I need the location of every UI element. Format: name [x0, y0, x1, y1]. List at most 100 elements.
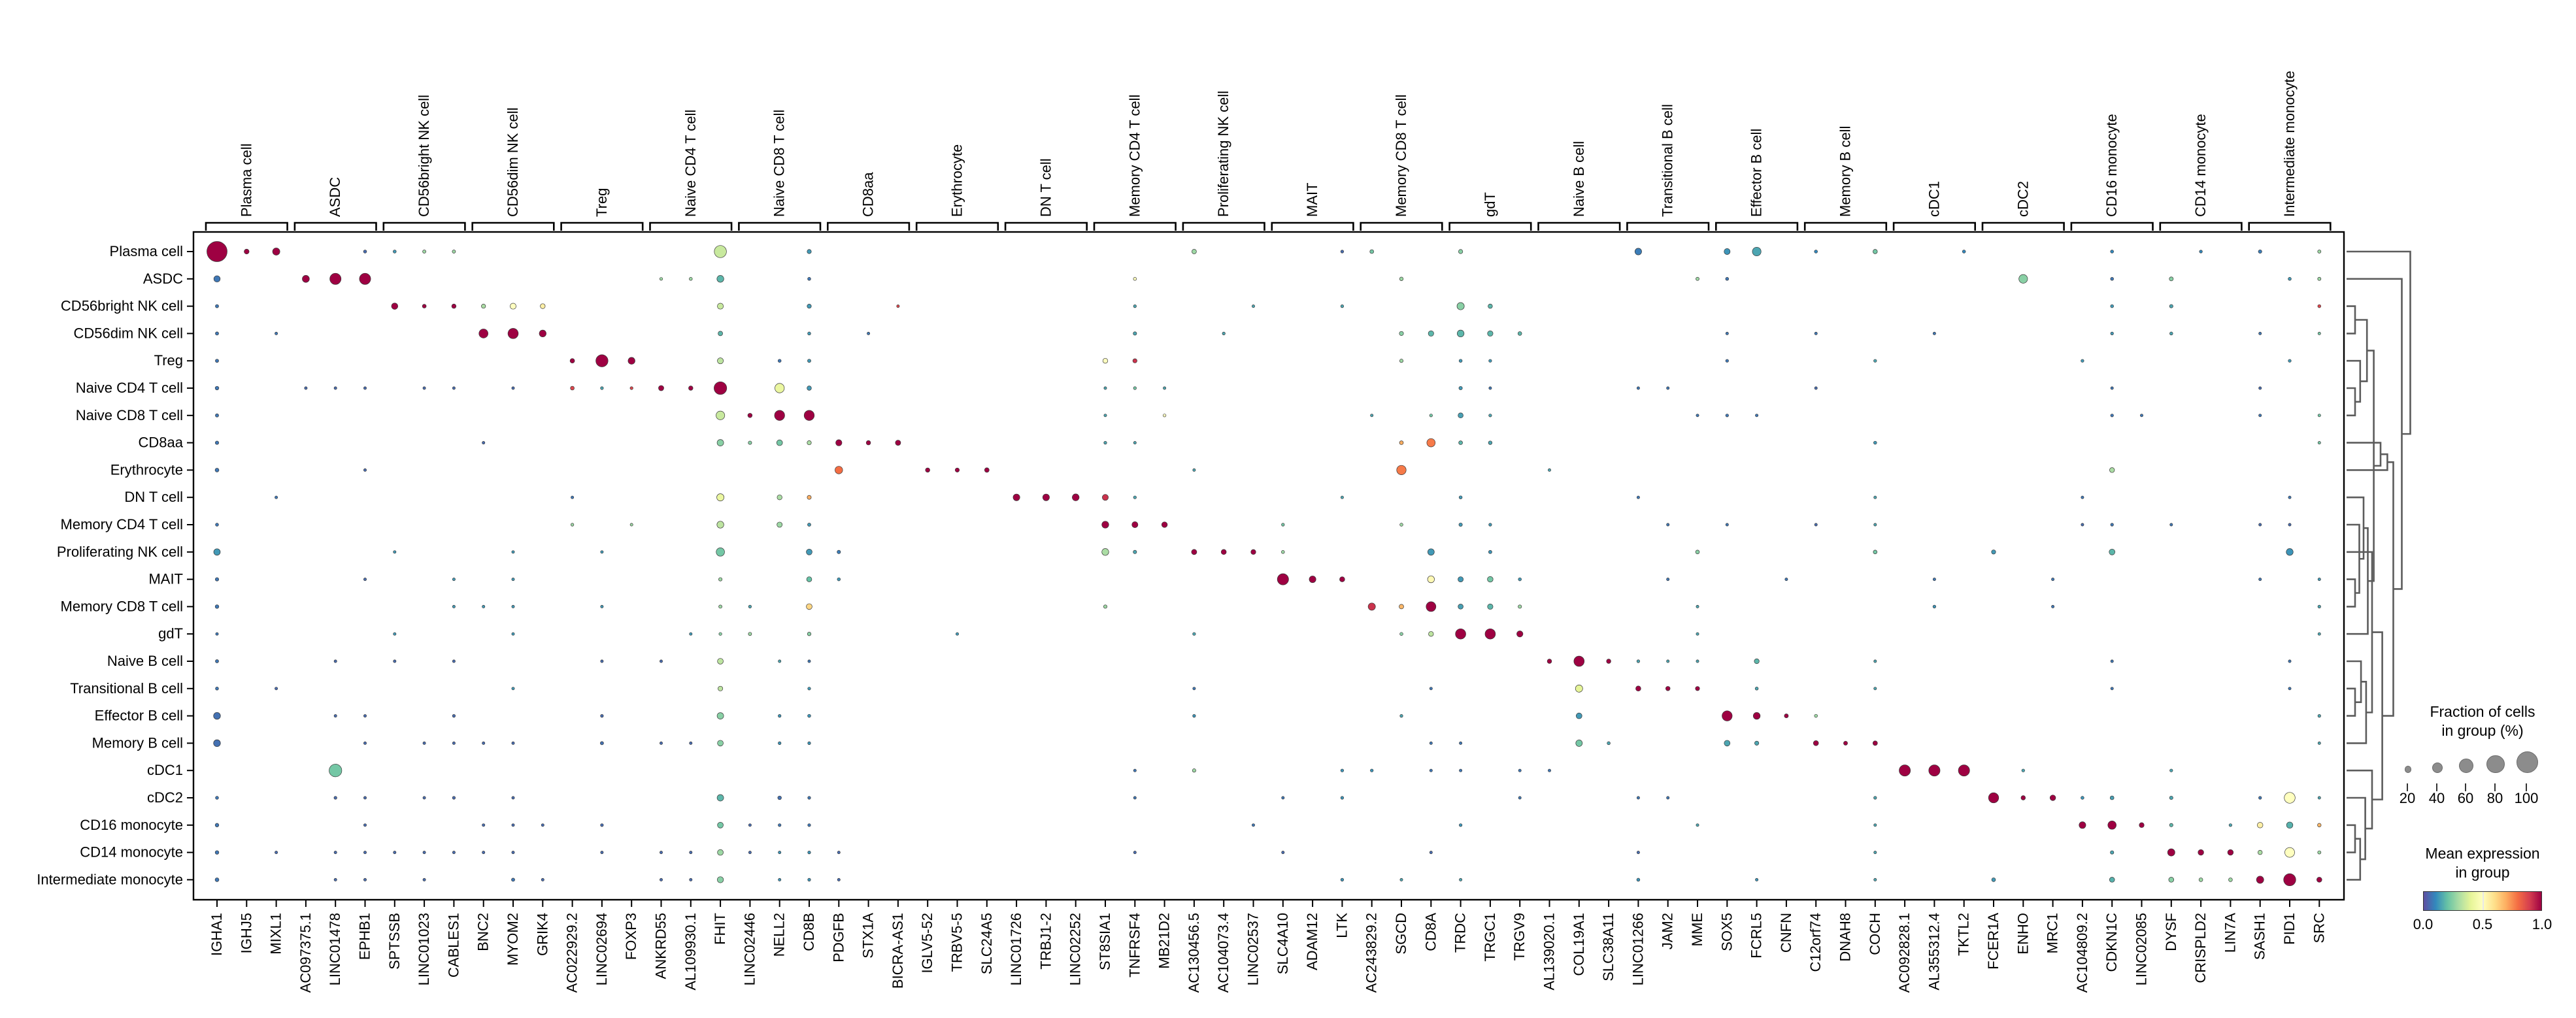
expression-dot [748, 632, 752, 636]
expression-dot [482, 604, 486, 608]
expression-dot [215, 331, 219, 336]
expression-dot [1636, 851, 1640, 855]
expression-dot [329, 272, 342, 285]
expression-dot [539, 329, 546, 338]
group-bracket [915, 222, 999, 231]
expression-dot [511, 604, 515, 608]
expression-dot [716, 410, 726, 420]
expression-dot [1696, 604, 1699, 608]
colorbar-tick-label: 1.0 [2532, 916, 2552, 932]
expression-dot [2081, 796, 2084, 800]
expression-dot [511, 796, 515, 800]
expression-dot [2110, 331, 2114, 336]
expression-dot [363, 741, 367, 745]
dendrogram-link [2347, 359, 2362, 403]
expression-dot [1873, 359, 1877, 363]
expression-dot [1250, 549, 1256, 555]
expression-dot [1488, 386, 1492, 390]
expression-dot [1277, 573, 1289, 585]
expression-dot [1192, 714, 1196, 718]
expression-dot [1163, 386, 1167, 390]
expression-dot [215, 632, 219, 636]
group-bracket [2070, 222, 2154, 231]
gene-label: SRC [2311, 913, 2327, 944]
colorbar-tick-label: 0.5 [2472, 916, 2493, 932]
expression-dot [600, 741, 604, 746]
expression-dot [2288, 687, 2292, 691]
expression-dot [1575, 684, 1583, 693]
expression-dot [333, 386, 337, 390]
size-legend-tick [2465, 783, 2466, 791]
gene-label: AL109930.1 [682, 913, 699, 991]
expression-dot [2081, 523, 2084, 527]
expression-dot [422, 741, 426, 745]
group-label: Naive CD8 T cell [771, 110, 788, 217]
size-legend-value: 20 [2399, 790, 2416, 806]
expression-dot [215, 359, 219, 363]
expression-dot [2317, 578, 2321, 582]
expression-dot [452, 796, 456, 800]
expression-dot [1487, 576, 1494, 583]
expression-dot [1695, 550, 1700, 555]
expression-dot [1991, 550, 1996, 555]
group-label: Proliferating NK cell [1215, 91, 1231, 217]
expression-dot [1725, 414, 1729, 418]
gene-label: JAM2 [1660, 913, 1676, 949]
expression-dot [215, 413, 219, 418]
expression-dot [1754, 687, 1759, 691]
gene-label: EPHB1 [357, 913, 373, 960]
expression-dot [2110, 414, 2114, 418]
expression-dot [600, 851, 604, 855]
expression-dot [2110, 304, 2114, 308]
expression-dot [1103, 440, 1107, 445]
size-legend: Fraction of cells in group (%) 20 40 60 80 1… [2389, 702, 2576, 807]
expression-dot [570, 386, 575, 391]
gene-label: LINC02537 [1245, 913, 1262, 985]
expression-dot [1428, 330, 1434, 337]
expression-dot [1724, 248, 1731, 255]
size-legend-dot [2516, 751, 2538, 773]
expression-dot [2283, 873, 2296, 887]
gene-label: AC104073.4 [1215, 913, 1231, 993]
group-label: Memory CD4 T cell [1126, 95, 1143, 217]
expression-dot [1042, 493, 1050, 501]
dendrogram-link [2347, 681, 2367, 744]
expression-dot [1426, 601, 1437, 612]
group-label: Effector B cell [1748, 129, 1765, 217]
gene-label: ADAM12 [1304, 913, 1320, 970]
group-bracket [2248, 222, 2332, 231]
expression-dot [511, 632, 515, 636]
expression-dot [865, 440, 871, 446]
gene-label: CABLES1 [445, 913, 461, 977]
expression-dot [1162, 414, 1167, 418]
expression-dot [304, 386, 308, 390]
expression-dot [393, 632, 397, 636]
gene-label: ST8SIA1 [1097, 913, 1113, 970]
expression-dot [1103, 604, 1108, 609]
expression-dot [1636, 796, 1640, 800]
group-bracket [1626, 222, 1710, 231]
expression-dot [1220, 549, 1227, 555]
group-label: cDC1 [1926, 181, 1942, 217]
expression-dot [2258, 331, 2262, 335]
gene-label: MME [1689, 913, 1705, 946]
expression-dot [1192, 768, 1196, 773]
gene-label: LIN7A [2222, 913, 2238, 953]
expression-dot [275, 687, 278, 691]
row-label: Erythrocyte [110, 461, 183, 478]
expression-dot [452, 578, 456, 582]
expression-dot [1458, 823, 1463, 827]
gene-label: CRISPLD2 [2192, 913, 2209, 983]
expression-dot [363, 578, 367, 582]
expression-dot [1873, 550, 1878, 555]
expression-dot [2109, 795, 2115, 800]
dendrogram-link [2347, 305, 2356, 335]
gene-label: MRC1 [2045, 913, 2061, 953]
expression-dot [1399, 878, 1403, 881]
group-label: DN T cell [1037, 158, 1054, 217]
expression-dot [778, 878, 782, 881]
expression-dot [1873, 523, 1877, 527]
expression-dot [1928, 764, 1941, 777]
gene-label: MYOM2 [505, 913, 521, 966]
group-label: Memory CD8 T cell [1393, 95, 1409, 217]
